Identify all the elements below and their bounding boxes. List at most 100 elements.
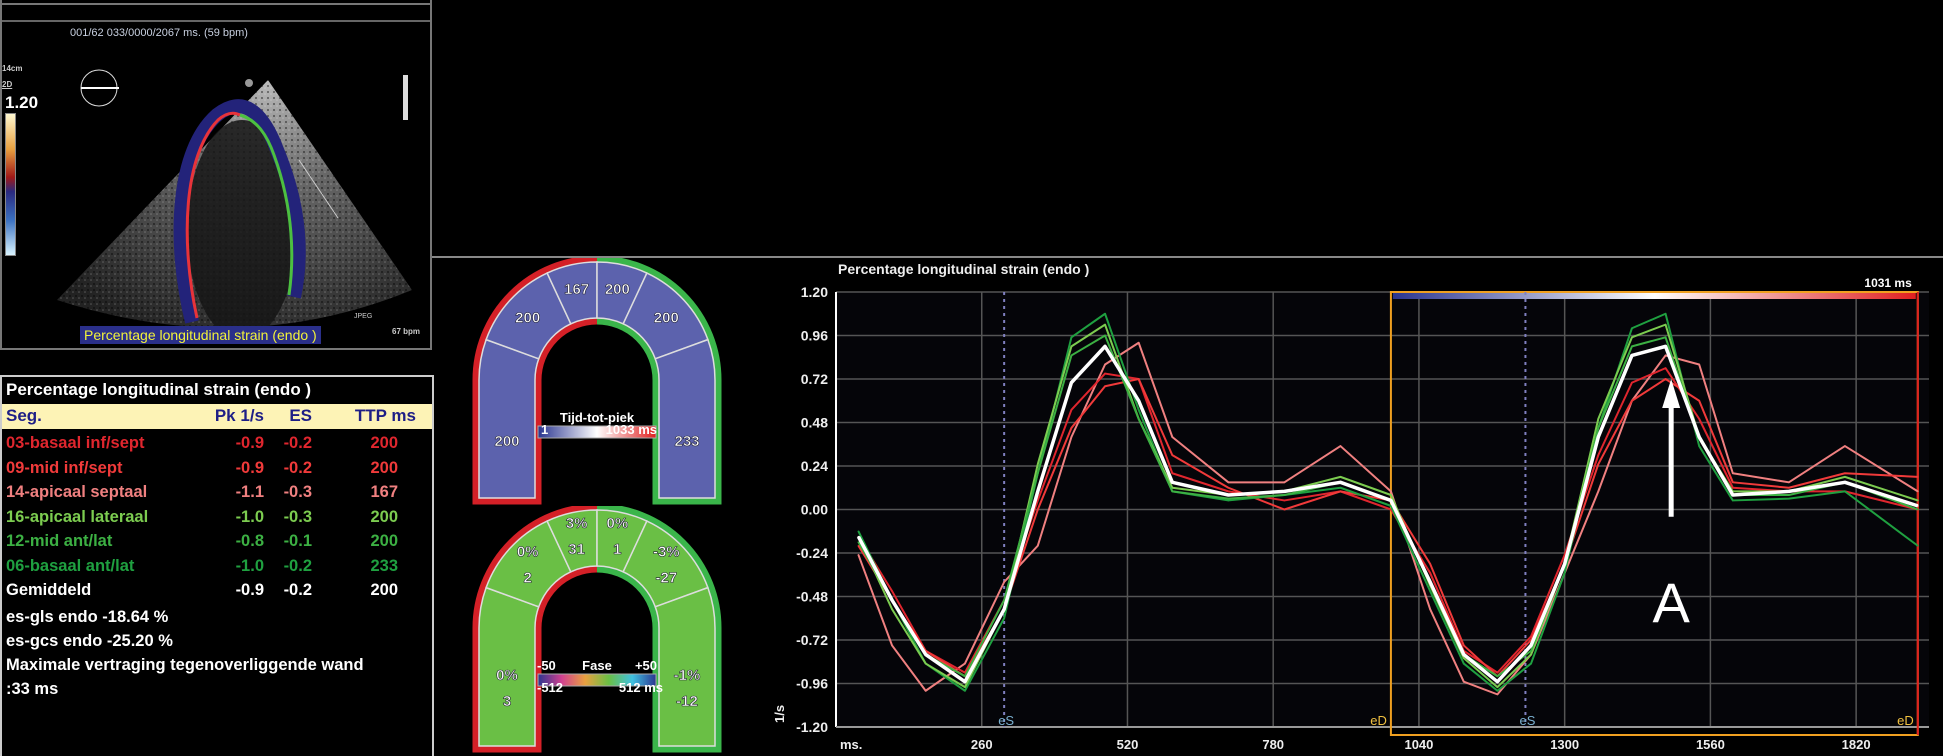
data-point	[1732, 481, 1734, 484]
bullseye-segment[interactable]	[478, 586, 540, 747]
time-bar-label: 1031 ms	[1864, 276, 1912, 290]
data-point	[1227, 481, 1230, 484]
data-point	[1070, 336, 1073, 339]
bullseye-segment[interactable]	[485, 272, 572, 360]
strain-chart[interactable]: Percentage longitudinal strain (endo ) 1.…	[760, 258, 1943, 756]
table-row[interactable]: Gemiddeld -0.9 -0.2 200	[2, 579, 432, 603]
echo-frame-info: 001/62 033/0000/2067 ms. (59 bpm)	[70, 27, 248, 39]
data-point	[1844, 445, 1846, 447]
data-point	[1664, 367, 1667, 369]
segment-value: 167	[564, 281, 589, 298]
segment-value: 233	[674, 433, 699, 450]
bullseye-segment[interactable]	[654, 586, 716, 747]
data-point	[1104, 345, 1106, 348]
bullseye-segment[interactable]	[622, 520, 709, 608]
bullseye-segment[interactable]	[622, 272, 709, 360]
table-row[interactable]: 03-basaal inf/sept -0.9 -0.2 200	[2, 432, 432, 456]
data-point	[1003, 599, 1005, 601]
data-point	[1283, 508, 1286, 511]
data-point	[964, 662, 966, 665]
x-tick-label: 780	[1262, 737, 1284, 752]
ttp-value: 200	[370, 434, 398, 452]
data-point	[1339, 486, 1342, 489]
phase-bullseye[interactable]: 0% 3 0% 2 3% 31 0% 1 -3% -27 -1% -12 Fase -50 +50 -512 5…	[471, 506, 723, 756]
bullseye-segment[interactable]	[596, 261, 648, 325]
data-point	[857, 535, 860, 538]
data-point	[1597, 454, 1600, 456]
echo-image-panel[interactable]: 001/62 033/0000/2067 ms. (59 bpm) 14cm 2…	[0, 0, 432, 350]
ttp-value: 200	[370, 458, 398, 477]
y-tick-label: 0.48	[801, 415, 828, 431]
data-point	[1429, 572, 1431, 574]
data-point	[1496, 675, 1499, 678]
peak-value: -0.8	[235, 532, 264, 550]
data-point	[1462, 680, 1465, 683]
table-row[interactable]: 09-mid inf/sept -0.9 -0.2 200	[2, 457, 432, 481]
data-point	[1664, 345, 1667, 348]
x-tick-label: 1820	[1842, 737, 1871, 752]
data-point	[1916, 505, 1919, 507]
es-gls-value: es-gls endo -18.64 %	[6, 608, 169, 626]
bullseye-segment[interactable]	[596, 509, 648, 573]
table-row[interactable]: 16-apicaal lateraal -1.0 -0.3 200	[2, 506, 432, 530]
y-tick-label: -0.96	[796, 676, 828, 692]
time-to-peak-bullseye[interactable]: 200 200 167 200 200 233 Tijd-tot-piek 1 1033 ms	[471, 258, 723, 508]
data-point	[1631, 327, 1633, 330]
data-point	[1496, 680, 1499, 683]
data-point	[891, 599, 893, 601]
peak-value: -1.0	[235, 556, 264, 575]
max-delay-label: Maximale vertraging tegenoverliggende wa…	[6, 656, 364, 674]
data-point	[1664, 312, 1667, 315]
data-point	[1070, 409, 1073, 411]
echo-color-scale	[5, 113, 16, 256]
data-point	[1732, 472, 1734, 475]
data-point	[1916, 476, 1919, 478]
data-point	[1916, 490, 1919, 493]
table-row[interactable]: 12-mid ant/lat -0.8 -0.1 200	[2, 530, 432, 554]
format-label: JPEG	[354, 313, 373, 320]
data-point	[1788, 486, 1790, 489]
chart-title: Percentage longitudinal strain (endo )	[838, 261, 1089, 277]
bullseye-segment[interactable]	[546, 261, 598, 325]
bullseye-segment[interactable]	[654, 338, 716, 499]
bullseye-segment[interactable]	[546, 509, 598, 573]
ttp-value: 200	[370, 581, 398, 599]
es-value: -0.1	[283, 532, 312, 550]
data-point	[1036, 508, 1039, 511]
divider	[2, 20, 430, 22]
segment-value: 200	[605, 281, 630, 298]
legend-gradient-bar	[537, 673, 657, 687]
data-point	[1070, 345, 1073, 348]
bullseye-segment[interactable]	[485, 520, 572, 608]
data-point	[1597, 418, 1600, 420]
table-row[interactable]: 06-basaal ant/lat -1.0 -0.2 233	[2, 555, 432, 579]
data-point	[1429, 590, 1431, 592]
data-point	[1003, 581, 1005, 583]
y-tick-label: 0.96	[801, 328, 828, 344]
data-point	[1631, 354, 1633, 357]
data-point	[1283, 481, 1286, 484]
data-point	[1104, 363, 1106, 366]
data-point	[1390, 499, 1392, 502]
table-row[interactable]: 14-apicaal septaal -1.1 -0.3 167	[2, 481, 432, 505]
data-point	[1788, 481, 1790, 484]
data-point	[924, 653, 927, 656]
time-color-bar	[1392, 293, 1916, 299]
data-point	[1036, 499, 1039, 502]
data-point	[1227, 499, 1230, 502]
legend-min: 1	[541, 422, 548, 437]
data-point	[1036, 544, 1039, 547]
data-point	[1429, 563, 1431, 565]
bullseye-segment[interactable]	[478, 338, 540, 499]
y-tick-label: 0.00	[801, 502, 828, 518]
peak-value: -1.0	[235, 507, 264, 526]
ttp-value: 167	[370, 483, 398, 501]
data-point	[1664, 323, 1667, 326]
segment-value: 3	[503, 693, 511, 710]
data-point	[1104, 372, 1106, 375]
data-point	[1227, 486, 1230, 489]
data-point	[1104, 312, 1106, 315]
color-legend: Tijd-tot-piek 1 1033 ms	[537, 410, 657, 439]
x-axis-label: ms.	[840, 737, 862, 752]
strain-results-table: Percentage longitudinal strain (endo ) S…	[0, 375, 434, 756]
